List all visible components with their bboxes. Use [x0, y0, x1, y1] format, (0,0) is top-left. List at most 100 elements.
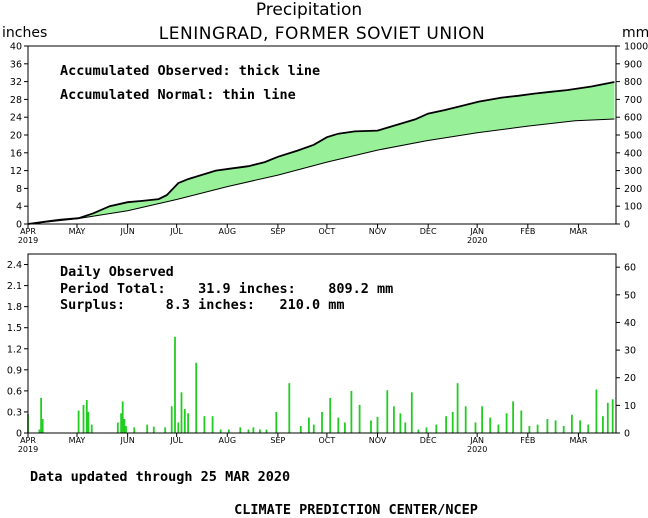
x-tick-label: DEC [420, 436, 437, 445]
daily-bar [512, 401, 514, 433]
daily-bar [321, 411, 323, 433]
y-right-tick-label: 700 [624, 95, 642, 106]
daily-bar [116, 422, 119, 433]
x-tick-label: OCT [319, 436, 336, 445]
x-tick-label: SEP [270, 436, 285, 445]
annotation-surplus: Surplus: 8.3 inches: 210.0 mm [60, 297, 344, 313]
y-left-tick-label: 32 [10, 77, 22, 88]
y-right-tick-label: 100 [624, 202, 642, 213]
daily-bar [170, 406, 173, 433]
x-tick-label: AUG [219, 436, 237, 445]
daily-bar [611, 399, 614, 433]
daily-bar [376, 416, 379, 433]
x-year-label: 2020 [467, 445, 487, 454]
daily-bar [187, 413, 189, 433]
daily-bar [554, 420, 557, 433]
y-left-tick-label: 0 [16, 429, 22, 440]
x-year-label: 2020 [467, 236, 487, 245]
daily-bar [247, 429, 250, 433]
y-right-tick-label: 800 [624, 77, 642, 88]
daily-bar [350, 390, 353, 433]
daily-bar [464, 406, 467, 433]
y-right-tick-label: 0 [624, 429, 630, 440]
y-left-tick-label: 1.2 [7, 344, 22, 355]
y-right-tick-label: 600 [624, 113, 642, 124]
x-tick-label: JAN [469, 436, 484, 445]
daily-bar [219, 429, 222, 433]
daily-bar [195, 362, 198, 433]
daily-bar [85, 400, 88, 433]
annotation-daily: Daily Observed [60, 264, 174, 280]
daily-bar [252, 427, 255, 433]
y-right-tick-label: 0 [624, 220, 630, 231]
daily-bar [239, 427, 242, 433]
y-right-tick-label: 50 [624, 290, 636, 301]
y-left-tick-label: 28 [10, 95, 22, 106]
daily-bar [528, 426, 531, 433]
daily-bar [474, 422, 477, 433]
y-left-tick-label: 0.3 [7, 407, 22, 418]
y-right-tick-label: 400 [624, 148, 642, 159]
daily-bar [536, 424, 539, 433]
daily-bar [203, 416, 206, 433]
y-left-tick-label: 0.6 [7, 386, 22, 397]
y-left-tick-label: 36 [10, 59, 22, 70]
x-tick-label: JUN [120, 436, 135, 445]
daily-bar [228, 429, 230, 433]
daily-bar [410, 392, 413, 433]
left-unit-label: inches [2, 25, 47, 41]
accumulated-normal-line [27, 118, 615, 225]
surplus-fill-area [28, 82, 615, 224]
x-tick-label: NOV [369, 227, 387, 236]
y-left-tick-label: 2.1 [7, 281, 22, 292]
daily-bar [183, 409, 186, 433]
daily-bar [87, 411, 90, 433]
daily-bar [90, 424, 93, 433]
daily-bar [337, 417, 340, 433]
daily-bar [177, 422, 180, 433]
y-right-tick-label: 20 [624, 373, 636, 384]
daily-bar [41, 419, 44, 433]
daily-bar [344, 422, 346, 433]
daily-bar [399, 413, 402, 433]
daily-bar [38, 429, 41, 433]
top-axes: 0481216202428323640010020030040050060070… [10, 42, 648, 246]
x-tick-label: SEP [270, 227, 285, 236]
right-unit-label: mm [622, 25, 648, 41]
daily-bar [299, 426, 302, 433]
y-right-tick-label: 200 [624, 184, 642, 195]
y-left-tick-label: 1.8 [7, 302, 22, 313]
annotation-normal: Accumulated Normal: thin line [60, 87, 296, 103]
daily-bar [370, 420, 372, 433]
x-tick-label: APR [20, 436, 36, 445]
x-year-label: 2019 [18, 445, 38, 454]
daily-bar [164, 427, 167, 433]
daily-bar [546, 419, 549, 433]
daily-bar [123, 419, 126, 433]
daily-bars [27, 336, 614, 433]
data-updated-note: Data updated through 25 MAR 2020 [30, 469, 290, 485]
daily-bar [505, 413, 508, 433]
x-year-label: 2019 [18, 236, 38, 245]
y-right-tick-label: 10 [624, 401, 636, 412]
daily-bar [312, 424, 315, 433]
y-right-tick-label: 40 [624, 318, 636, 329]
daily-bar [404, 422, 407, 433]
daily-bar [308, 417, 310, 433]
daily-bar [435, 424, 438, 433]
x-tick-label: FEB [520, 436, 535, 445]
daily-bar [174, 336, 176, 433]
y-left-tick-label: 20 [10, 131, 22, 142]
y-left-tick-label: 16 [10, 148, 22, 159]
daily-bar [497, 424, 500, 433]
x-tick-label: JUN [120, 227, 135, 236]
daily-bar [456, 383, 459, 433]
y-left-tick-label: 24 [10, 113, 22, 124]
accumulated-panel: 0481216202428323640010020030040050060070… [10, 42, 648, 246]
daily-bar [481, 406, 483, 433]
annotation-observed: Accumulated Observed: thick line [60, 63, 320, 79]
x-tick-label: MAY [69, 227, 86, 236]
y-left-tick-label: 1.5 [7, 323, 22, 334]
daily-bar [445, 416, 447, 433]
credit-line: CLIMATE PREDICTION CENTER/NCEP [234, 502, 478, 518]
